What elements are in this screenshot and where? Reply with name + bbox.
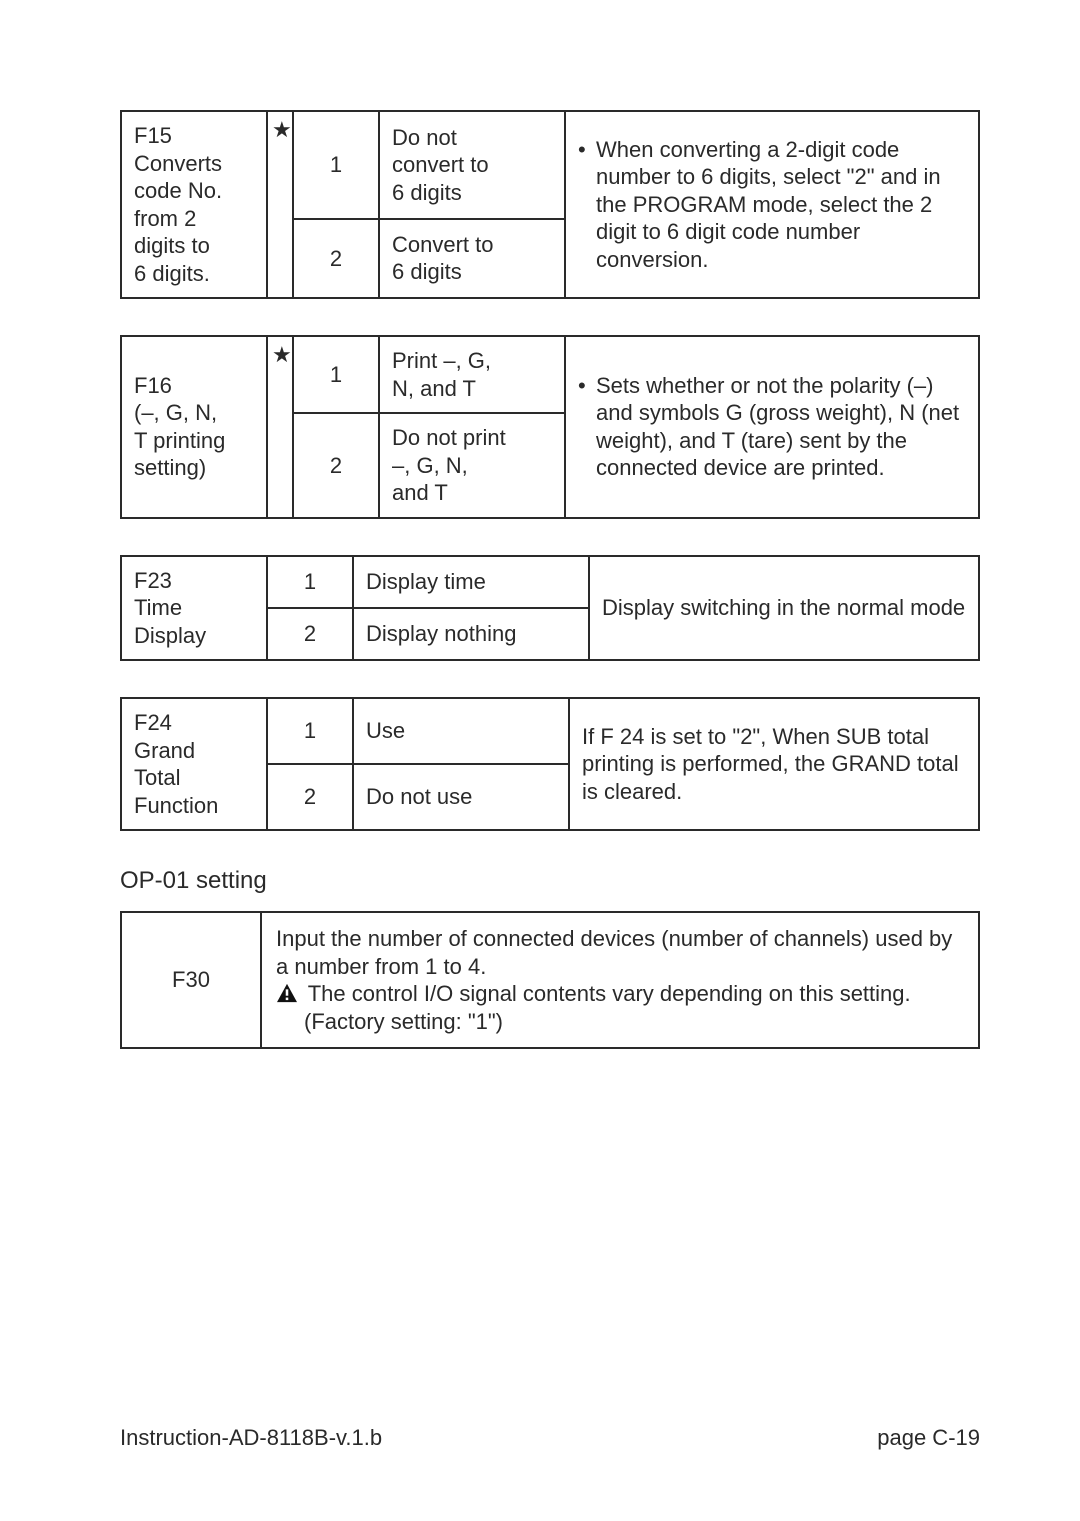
bullet-icon: • [578,372,596,400]
text: Function [134,793,218,818]
f15-table: F15 Converts code No. from 2 digits to 6… [120,110,980,299]
f16-star: ★ [267,336,293,518]
f30-label: F30 [121,912,261,1048]
f24-label: F24 Grand Total Function [121,698,267,830]
f15-star: ★ [267,111,293,298]
text: Time [134,595,182,620]
f15-row2-num: 2 [293,219,379,298]
f16-table: F16 (–, G, N, T printing setting) ★ 1 Pr… [120,335,980,519]
footer-right: page C-19 [877,1425,980,1451]
text: The control I/O signal contents vary dep… [308,981,911,1006]
f30-table: F30 Input the number of connected device… [120,911,980,1049]
text: When converting a 2-digit code number to… [596,136,966,274]
f24-row1-option: Use [353,698,569,764]
text: Convert to [392,232,494,257]
text: F23 [134,568,172,593]
text: (–, G, N, [134,400,217,425]
f16-row2-num: 2 [293,413,379,518]
f23-label: F23 Time Display [121,556,267,661]
footer-left: Instruction-AD-8118B-v.1.b [120,1425,382,1451]
f16-row2-option: Do not print –, G, N, and T [379,413,565,518]
f15-row2-option: Convert to 6 digits [379,219,565,298]
f23-desc: Display switching in the normal mode [589,556,979,661]
text: 6 digits [392,259,462,284]
f30-desc: Input the number of connected devices (n… [261,912,979,1048]
f16-row1-num: 1 [293,336,379,413]
f23-table: F23 Time Display 1 Display time Display … [120,555,980,662]
text: 6 digits. [134,261,210,286]
f15-desc: • When converting a 2-digit code number … [565,111,979,298]
warning-icon [276,982,298,1002]
f15-row1-option: Do not convert to 6 digits [379,111,565,219]
warning-line: The control I/O signal contents vary dep… [276,980,964,1008]
text: Input the number of connected devices (n… [276,925,964,980]
text: F24 [134,710,172,735]
f24-row1-num: 1 [267,698,353,764]
f24-row2-option: Do not use [353,764,569,830]
op01-heading: OP-01 setting [120,867,980,895]
text: Total [134,765,180,790]
text: F15 [134,123,172,148]
f24-table: F24 Grand Total Function 1 Use If F 24 i… [120,697,980,831]
text: code No. [134,178,222,203]
text: Do not print [392,425,506,450]
text: Grand [134,738,195,763]
text: 6 digits [392,180,462,205]
f23-row1-option: Display time [353,556,589,608]
text: digits to [134,233,210,258]
text: Sets whether or not the polarity (–) and… [596,372,966,482]
f16-desc: • Sets whether or not the polarity (–) a… [565,336,979,518]
f24-row2-num: 2 [267,764,353,830]
text: (Factory setting: "1") [276,1008,964,1036]
text: T printing [134,428,225,453]
f23-row2-num: 2 [267,608,353,660]
text: F16 [134,373,172,398]
f23-row2-option: Display nothing [353,608,589,660]
f16-row1-option: Print –, G, N, and T [379,336,565,413]
text: –, G, N, [392,453,468,478]
f15-label: F15 Converts code No. from 2 digits to 6… [121,111,267,298]
page-footer: Instruction-AD-8118B-v.1.b page C-19 [120,1425,980,1451]
text: from 2 [134,206,196,231]
text: N, and T [392,376,476,401]
f15-row1-num: 1 [293,111,379,219]
text: convert to [392,152,489,177]
text: Print –, G, [392,348,491,373]
text: Converts [134,151,222,176]
f23-row1-num: 1 [267,556,353,608]
text: and T [392,480,448,505]
text: Do not [392,125,457,150]
f16-label: F16 (–, G, N, T printing setting) [121,336,267,518]
text: Display [134,623,206,648]
bullet-icon: • [578,136,596,164]
f24-desc: If F 24 is set to "2", When SUB total pr… [569,698,979,830]
text: setting) [134,455,206,480]
